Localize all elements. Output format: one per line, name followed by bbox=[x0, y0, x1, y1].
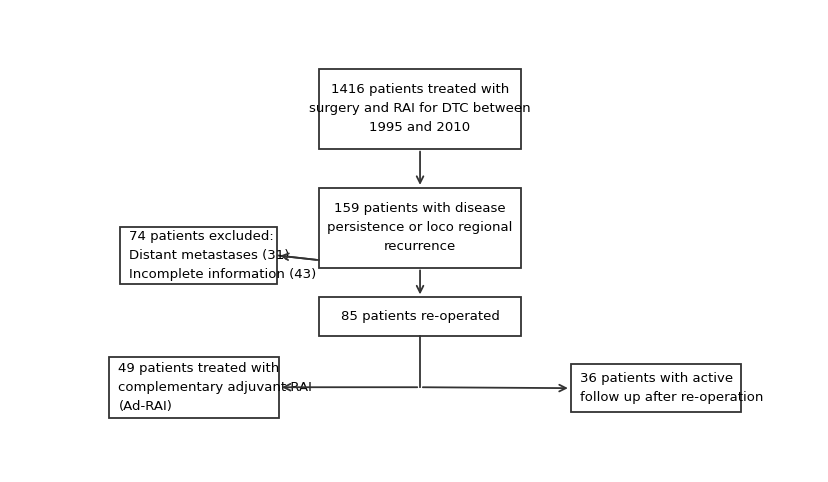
FancyBboxPatch shape bbox=[119, 227, 277, 284]
Text: 74 patients excluded:
Distant metastases (31)
Incomplete information (43): 74 patients excluded: Distant metastases… bbox=[129, 230, 316, 281]
FancyBboxPatch shape bbox=[319, 69, 521, 149]
FancyBboxPatch shape bbox=[570, 364, 740, 412]
Text: 1416 patients treated with
surgery and RAI for DTC between
1995 and 2010: 1416 patients treated with surgery and R… bbox=[309, 83, 530, 134]
Text: 49 patients treated with
complementary adjuvant RAI
(Ad-RAI): 49 patients treated with complementary a… bbox=[118, 362, 312, 413]
Text: 36 patients with active
follow up after re-operation: 36 patients with active follow up after … bbox=[580, 372, 763, 404]
Text: 159 patients with disease
persistence or loco regional
recurrence: 159 patients with disease persistence or… bbox=[327, 202, 512, 253]
FancyBboxPatch shape bbox=[319, 297, 521, 336]
Text: 85 patients re-operated: 85 patients re-operated bbox=[340, 310, 499, 323]
FancyBboxPatch shape bbox=[319, 187, 521, 268]
FancyBboxPatch shape bbox=[108, 357, 279, 418]
